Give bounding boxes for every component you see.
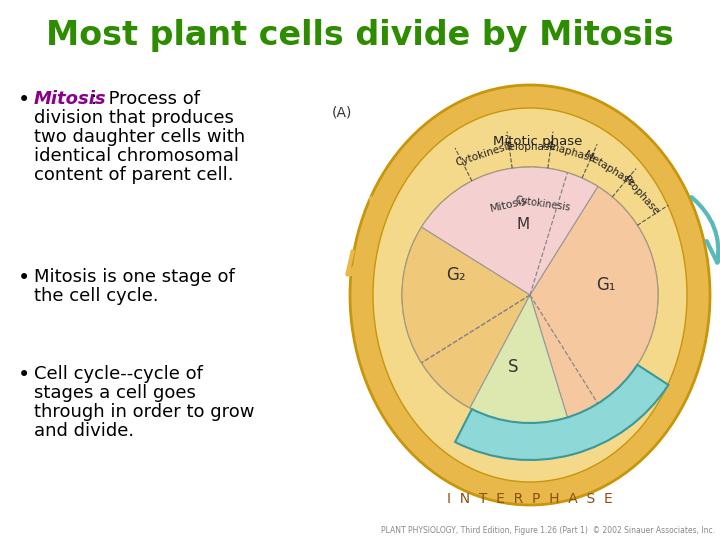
FancyArrowPatch shape xyxy=(692,197,720,262)
Text: Cytokinesis: Cytokinesis xyxy=(454,140,514,168)
Text: and divide.: and divide. xyxy=(34,422,134,440)
Text: Cell cycle--cycle of: Cell cycle--cycle of xyxy=(34,365,203,383)
Text: :  Process of: : Process of xyxy=(91,90,200,108)
Text: Mitosis is one stage of: Mitosis is one stage of xyxy=(34,268,235,286)
Text: the cell cycle.: the cell cycle. xyxy=(34,287,158,305)
Text: S: S xyxy=(508,359,518,376)
Text: through in order to grow: through in order to grow xyxy=(34,403,254,421)
Text: content of parent cell.: content of parent cell. xyxy=(34,166,233,184)
Text: Most plant cells divide by Mitosis: Most plant cells divide by Mitosis xyxy=(46,18,674,51)
Text: G₂: G₂ xyxy=(446,266,466,284)
Text: G₁: G₁ xyxy=(596,276,616,294)
Text: division that produces: division that produces xyxy=(34,109,234,127)
Text: M: M xyxy=(517,218,530,232)
Text: (A): (A) xyxy=(332,105,352,119)
Text: Cytokinesis: Cytokinesis xyxy=(515,195,571,213)
Text: Mitosis: Mitosis xyxy=(490,196,529,214)
Text: Prophase: Prophase xyxy=(621,174,660,217)
Wedge shape xyxy=(530,186,658,417)
Text: identical chromosomal: identical chromosomal xyxy=(34,147,239,165)
Text: •: • xyxy=(18,268,30,288)
Text: Mitotic phase: Mitotic phase xyxy=(493,136,582,148)
Wedge shape xyxy=(421,167,598,295)
Text: two daughter cells with: two daughter cells with xyxy=(34,128,245,146)
Text: I  N  T  E  R  P  H  A  S  E: I N T E R P H A S E xyxy=(447,492,613,506)
Text: Telophase: Telophase xyxy=(504,141,556,152)
Circle shape xyxy=(402,167,658,423)
Text: Metaphase: Metaphase xyxy=(582,150,636,188)
Ellipse shape xyxy=(350,85,710,505)
Text: PLANT PHYSIOLOGY, Third Edition, Figure 1.26 (Part 1)  © 2002 Sinauer Associates: PLANT PHYSIOLOGY, Third Edition, Figure … xyxy=(381,526,715,535)
Text: Anaphase: Anaphase xyxy=(545,140,597,164)
Text: Mitosis: Mitosis xyxy=(34,90,107,108)
Wedge shape xyxy=(470,295,567,423)
Text: •: • xyxy=(18,365,30,385)
Wedge shape xyxy=(455,364,668,460)
Text: •: • xyxy=(18,90,30,110)
Wedge shape xyxy=(402,227,530,408)
Ellipse shape xyxy=(373,108,687,482)
FancyArrowPatch shape xyxy=(348,198,373,274)
Text: stages a cell goes: stages a cell goes xyxy=(34,384,196,402)
